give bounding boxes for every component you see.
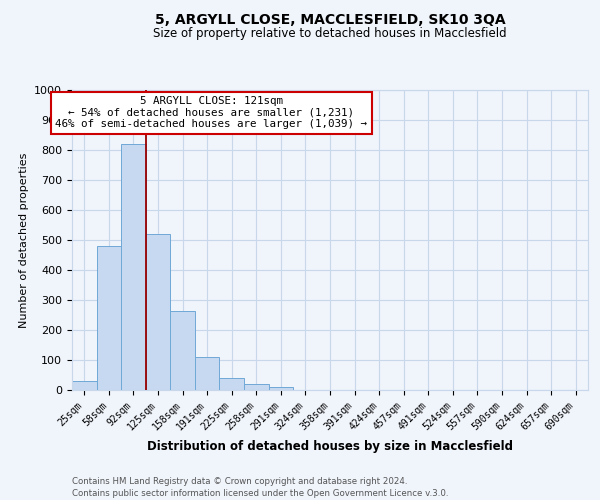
Text: 5, ARGYLL CLOSE, MACCLESFIELD, SK10 3QA: 5, ARGYLL CLOSE, MACCLESFIELD, SK10 3QA bbox=[155, 12, 505, 26]
Bar bbox=[121, 144, 146, 390]
Text: 5 ARGYLL CLOSE: 121sqm
← 54% of detached houses are smaller (1,231)
46% of semi-: 5 ARGYLL CLOSE: 121sqm ← 54% of detached… bbox=[55, 96, 367, 129]
Bar bbox=[269, 387, 293, 390]
Text: Contains public sector information licensed under the Open Government Licence v.: Contains public sector information licen… bbox=[72, 489, 449, 498]
Bar bbox=[244, 384, 269, 390]
X-axis label: Distribution of detached houses by size in Macclesfield: Distribution of detached houses by size … bbox=[147, 440, 513, 453]
Bar bbox=[195, 357, 220, 390]
Bar bbox=[146, 234, 170, 390]
Text: Contains HM Land Registry data © Crown copyright and database right 2024.: Contains HM Land Registry data © Crown c… bbox=[72, 478, 407, 486]
Bar bbox=[170, 311, 195, 390]
Bar bbox=[220, 378, 244, 390]
Y-axis label: Number of detached properties: Number of detached properties bbox=[19, 152, 29, 328]
Text: Size of property relative to detached houses in Macclesfield: Size of property relative to detached ho… bbox=[153, 28, 507, 40]
Bar bbox=[97, 246, 121, 390]
Bar bbox=[72, 381, 97, 390]
